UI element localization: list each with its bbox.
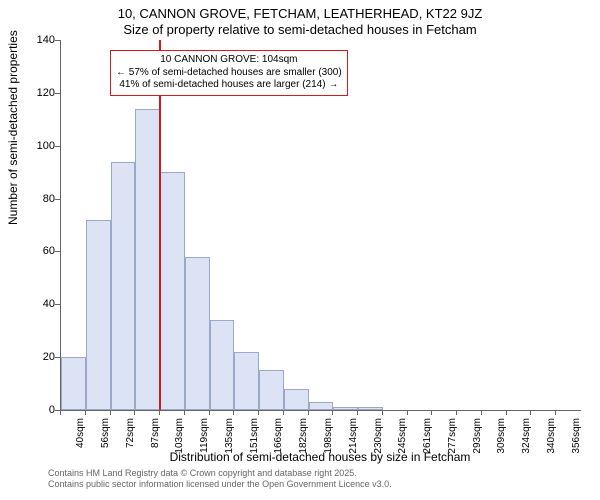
chart-container: 10, CANNON GROVE, FETCHAM, LEATHERHEAD, … (0, 0, 600, 500)
histogram-bar (333, 407, 358, 410)
x-tick-mark (258, 410, 259, 415)
x-tick-mark (456, 410, 457, 415)
callout-line-1: 10 CANNON GROVE: 104sqm (116, 54, 342, 67)
y-tick-label: 100 (37, 140, 55, 152)
histogram-bar (111, 162, 136, 410)
y-tick-mark (55, 146, 60, 147)
callout-box: 10 CANNON GROVE: 104sqm ← 57% of semi-de… (110, 50, 348, 96)
x-tick-mark (308, 410, 309, 415)
chart-title-main: 10, CANNON GROVE, FETCHAM, LEATHERHEAD, … (0, 6, 600, 21)
y-tick-label: 80 (43, 193, 55, 205)
x-tick-mark (85, 410, 86, 415)
y-tick-label: 120 (37, 87, 55, 99)
x-tick-mark (184, 410, 185, 415)
y-tick-label: 20 (43, 351, 55, 363)
footer-attribution: Contains HM Land Registry data © Crown c… (48, 468, 392, 491)
histogram-bar (234, 352, 259, 410)
callout-line-3: 41% of semi-detached houses are larger (… (116, 79, 342, 92)
y-tick-mark (55, 93, 60, 94)
x-tick-mark (332, 410, 333, 415)
histogram-bar (185, 257, 210, 410)
x-tick-mark (110, 410, 111, 415)
x-axis-label: Distribution of semi-detached houses by … (60, 450, 580, 464)
x-tick-mark (60, 410, 61, 415)
y-tick-mark (55, 304, 60, 305)
x-tick-mark (481, 410, 482, 415)
reference-line (159, 40, 161, 410)
y-axis-label: Number of semi-detached properties (6, 30, 20, 225)
x-tick-mark (209, 410, 210, 415)
plot-area (60, 40, 581, 411)
histogram-bar (135, 109, 160, 410)
y-tick-mark (55, 251, 60, 252)
histogram-bar (61, 357, 86, 410)
y-tick-mark (55, 40, 60, 41)
footer-line-2: Contains public sector information licen… (48, 479, 392, 490)
y-tick-mark (55, 199, 60, 200)
x-tick-mark (506, 410, 507, 415)
x-tick-mark (382, 410, 383, 415)
x-tick-mark (555, 410, 556, 415)
x-tick-mark (431, 410, 432, 415)
histogram-bar (210, 320, 235, 410)
footer-line-1: Contains HM Land Registry data © Crown c… (48, 468, 392, 479)
histogram-bar (358, 407, 383, 410)
y-tick-label: 140 (37, 34, 55, 46)
y-tick-label: 60 (43, 245, 55, 257)
x-tick-mark (407, 410, 408, 415)
y-tick-label: 40 (43, 298, 55, 310)
histogram-bar (259, 370, 284, 410)
chart-title-sub: Size of property relative to semi-detach… (0, 22, 600, 37)
x-tick-mark (159, 410, 160, 415)
histogram-bar (309, 402, 334, 410)
y-tick-mark (55, 357, 60, 358)
x-tick-mark (283, 410, 284, 415)
histogram-bar (86, 220, 111, 410)
x-tick-mark (357, 410, 358, 415)
x-tick-mark (233, 410, 234, 415)
histogram-bar (284, 389, 309, 410)
x-tick-mark (530, 410, 531, 415)
x-tick-mark (134, 410, 135, 415)
callout-line-2: ← 57% of semi-detached houses are smalle… (116, 67, 342, 80)
histogram-bar (160, 172, 185, 410)
